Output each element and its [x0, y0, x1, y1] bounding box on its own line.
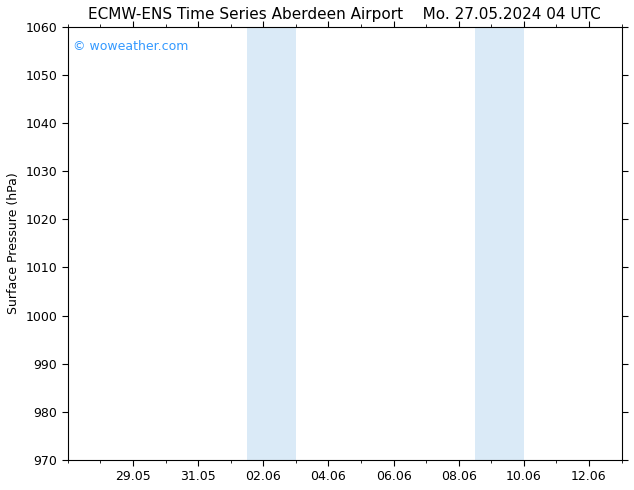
Bar	[475, 27, 524, 460]
Text: © woweather.com: © woweather.com	[74, 40, 189, 53]
Title: ECMW-ENS Time Series Aberdeen Airport    Mo. 27.05.2024 04 UTC: ECMW-ENS Time Series Aberdeen Airport Mo…	[88, 7, 601, 22]
Bar	[247, 27, 296, 460]
Y-axis label: Surface Pressure (hPa): Surface Pressure (hPa)	[7, 172, 20, 314]
